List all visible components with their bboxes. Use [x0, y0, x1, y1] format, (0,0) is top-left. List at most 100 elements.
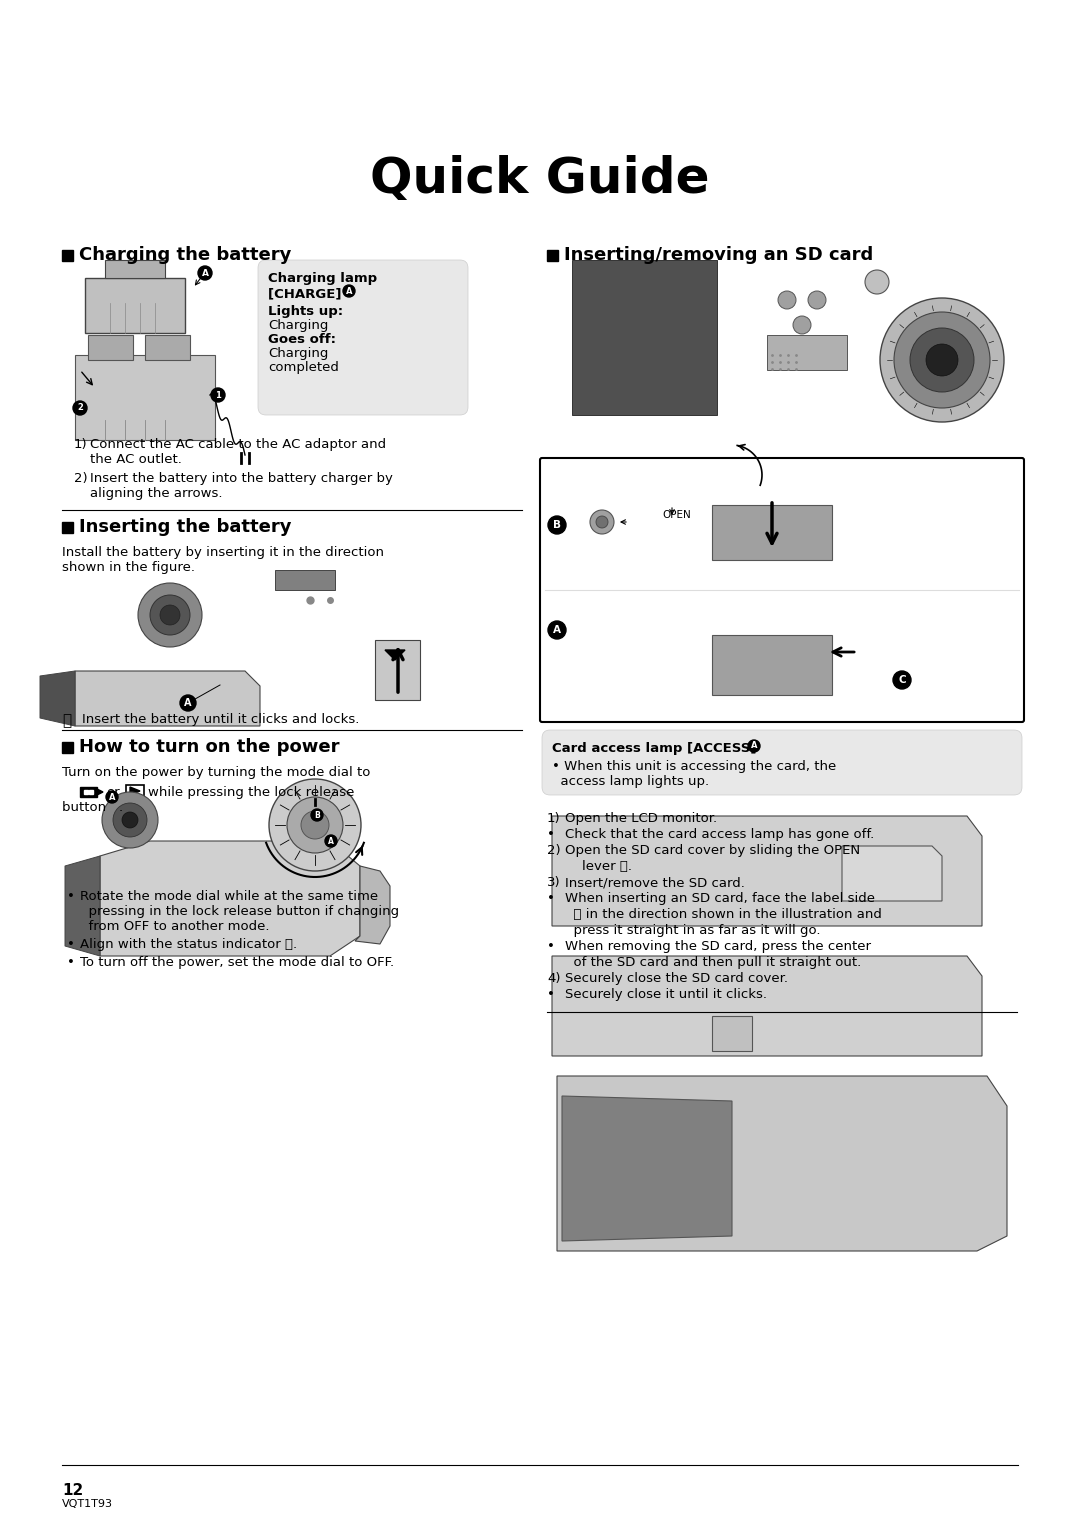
Circle shape [180, 694, 195, 711]
Text: 4): 4) [546, 972, 561, 984]
Text: 2): 2) [75, 472, 87, 485]
Text: When removing the SD card, press the center: When removing the SD card, press the cen… [565, 940, 870, 954]
Text: button: button [62, 801, 110, 813]
Text: [CHARGE]: [CHARGE] [268, 287, 346, 301]
Text: Charging lamp: Charging lamp [268, 272, 377, 285]
Bar [85, 278, 185, 333]
Polygon shape [130, 787, 140, 795]
Circle shape [160, 604, 180, 626]
Text: Securely close the SD card cover.: Securely close the SD card cover. [565, 972, 788, 984]
Text: •: • [67, 938, 75, 951]
Polygon shape [75, 671, 260, 726]
Circle shape [287, 797, 343, 853]
Bar [105, 259, 165, 278]
Text: Connect the AC cable to the AC adaptor and: Connect the AC cable to the AC adaptor a… [90, 438, 387, 452]
Text: To turn off the power, set the mode dial to OFF.: To turn off the power, set the mode dial… [80, 955, 394, 969]
Bar [275, 571, 335, 591]
Text: A: A [346, 287, 352, 296]
Text: 1): 1) [75, 438, 87, 452]
Text: Goes off:: Goes off: [268, 333, 336, 346]
Text: Ⓐ: Ⓐ [62, 713, 71, 728]
Text: the AC outlet.: the AC outlet. [90, 453, 181, 465]
FancyBboxPatch shape [540, 458, 1024, 722]
Text: C: C [899, 674, 906, 685]
Text: Charging: Charging [268, 346, 328, 360]
Text: 12: 12 [62, 1483, 83, 1499]
Text: Open the SD card cover by sliding the OPEN: Open the SD card cover by sliding the OP… [565, 844, 860, 858]
Text: A: A [202, 269, 208, 278]
Text: Lights up:: Lights up: [268, 305, 343, 317]
Polygon shape [562, 1096, 732, 1241]
Text: press it straight in as far as it will go.: press it straight in as far as it will g… [565, 925, 821, 937]
Text: Open the LCD monitor.: Open the LCD monitor. [565, 812, 717, 826]
Bar [80, 787, 97, 797]
FancyBboxPatch shape [542, 729, 1022, 795]
Text: lever Ⓑ.: lever Ⓑ. [565, 861, 632, 873]
Circle shape [910, 328, 974, 392]
Text: •: • [67, 890, 75, 903]
Bar [572, 259, 717, 415]
Text: Inserting/removing an SD card: Inserting/removing an SD card [564, 246, 874, 264]
Circle shape [138, 583, 202, 647]
Text: Insert/remove the SD card.: Insert/remove the SD card. [565, 876, 745, 890]
Circle shape [122, 812, 138, 829]
Circle shape [325, 835, 337, 847]
Circle shape [596, 516, 608, 528]
Circle shape [211, 388, 225, 401]
Polygon shape [65, 856, 100, 955]
Text: Securely close it until it clicks.: Securely close it until it clicks. [565, 987, 767, 1001]
Text: Quick Guide: Quick Guide [370, 156, 710, 203]
Text: Charging the battery: Charging the battery [79, 246, 292, 264]
Text: pressing in the lock release button if changing: pressing in the lock release button if c… [80, 905, 400, 919]
Text: Charging: Charging [268, 319, 328, 333]
Bar [62, 249, 73, 261]
Text: OPEN: OPEN [662, 510, 691, 520]
Text: Install the battery by inserting it in the direction: Install the battery by inserting it in t… [62, 546, 384, 559]
Circle shape [894, 311, 990, 407]
Text: .: . [119, 801, 123, 813]
Polygon shape [97, 789, 103, 795]
Bar [75, 356, 215, 439]
Circle shape [150, 595, 190, 635]
Circle shape [548, 621, 566, 639]
Text: A: A [185, 697, 192, 708]
Text: • When this unit is accessing the card, the: • When this unit is accessing the card, … [552, 760, 836, 774]
Text: Rotate the mode dial while at the same time: Rotate the mode dial while at the same t… [80, 890, 378, 903]
Bar [712, 635, 832, 694]
Text: 2: 2 [77, 403, 83, 412]
Polygon shape [552, 955, 982, 1056]
Circle shape [748, 740, 760, 752]
Circle shape [808, 291, 826, 308]
Text: or: or [106, 786, 120, 800]
Text: Ⓡ in the direction shown in the illustration and: Ⓡ in the direction shown in the illustra… [565, 908, 882, 922]
Bar [62, 742, 73, 752]
Text: 1: 1 [215, 391, 221, 400]
Text: How to turn on the power: How to turn on the power [79, 739, 339, 755]
Text: of the SD card and then pull it straight out.: of the SD card and then pull it straight… [565, 955, 861, 969]
Circle shape [548, 516, 566, 534]
Text: 2): 2) [546, 844, 561, 858]
Text: aligning the arrows.: aligning the arrows. [90, 487, 222, 501]
Text: VQT1T93: VQT1T93 [62, 1499, 113, 1509]
Bar [546, 249, 558, 261]
Bar [375, 639, 420, 700]
Text: •: • [546, 987, 555, 1001]
Circle shape [926, 343, 958, 375]
Text: B: B [314, 810, 320, 819]
Text: A: A [109, 792, 116, 801]
Text: from OFF to another mode.: from OFF to another mode. [80, 920, 270, 932]
Text: while pressing the lock release: while pressing the lock release [148, 786, 354, 800]
Text: •: • [546, 829, 555, 841]
Polygon shape [100, 841, 360, 955]
Bar [145, 336, 190, 360]
Circle shape [343, 285, 355, 298]
Circle shape [590, 510, 615, 534]
Circle shape [311, 809, 323, 821]
Text: A: A [751, 742, 757, 751]
Polygon shape [384, 650, 405, 661]
Text: access lamp lights up.: access lamp lights up. [552, 775, 710, 787]
Polygon shape [40, 671, 75, 726]
Text: Insert the battery into the battery charger by: Insert the battery into the battery char… [90, 472, 393, 485]
Polygon shape [557, 1076, 1007, 1251]
Text: A: A [553, 626, 561, 635]
